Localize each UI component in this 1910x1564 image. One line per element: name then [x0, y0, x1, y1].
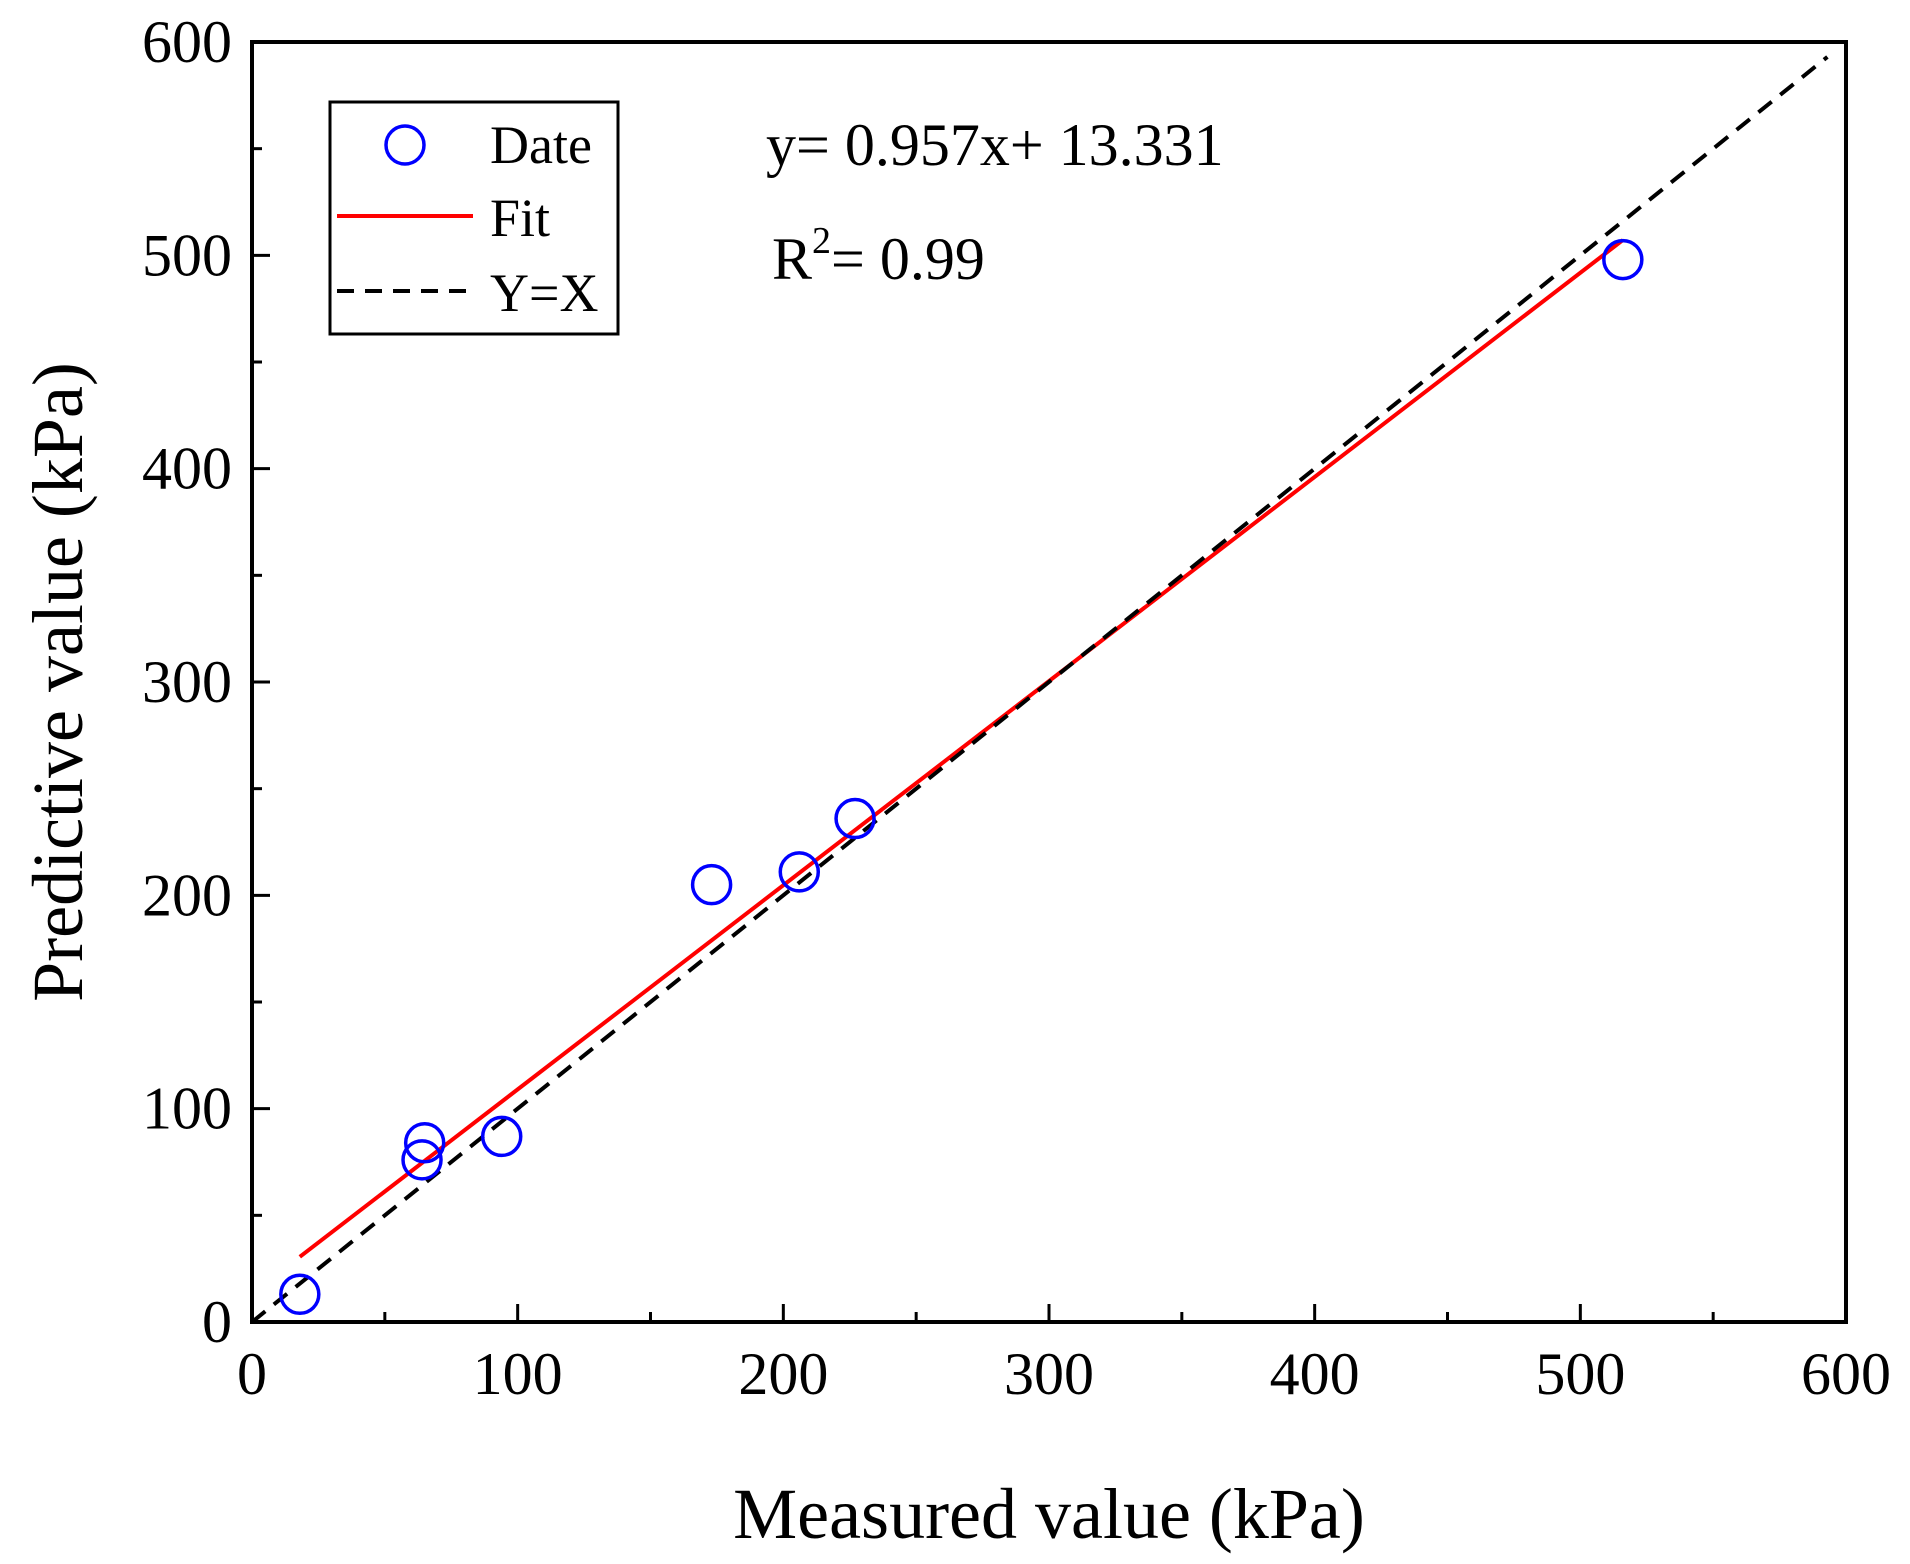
legend: Date Fit Y=X [328, 100, 620, 336]
y-tick-label: 100 [142, 1076, 232, 1142]
x-tick-label: 400 [1270, 1341, 1360, 1407]
fit-layer [298, 238, 1625, 1259]
x-axis-title: Measured value (kPa) [733, 1474, 1365, 1554]
data-point [690, 863, 733, 906]
data-point [834, 797, 876, 840]
legend-label-fit: Fit [490, 188, 550, 248]
points-layer [279, 238, 1644, 1316]
fit-line [298, 238, 1625, 1259]
x-tick-label: 0 [237, 1341, 267, 1407]
data-point [403, 1122, 446, 1164]
x-tick-label: 600 [1801, 1341, 1891, 1407]
data-point [279, 1273, 321, 1316]
y-tick-label: 600 [142, 9, 232, 75]
x-tick-label: 300 [1004, 1341, 1094, 1407]
data-point [480, 1115, 523, 1158]
r-squared: R2= 0.99 [772, 220, 985, 292]
y-tick-label: 200 [142, 862, 232, 928]
x-tick-label: 500 [1535, 1341, 1625, 1407]
y-tick-label: 0 [202, 1289, 232, 1355]
data-point [1602, 238, 1644, 281]
legend-label-identity: Y=X [490, 263, 598, 323]
identity-layer [250, 55, 1829, 1324]
legend-label-date: Date [490, 115, 592, 175]
x-axis: 0 100 200 300 400 500 600 [237, 1304, 1891, 1407]
x-tick-label: 100 [473, 1341, 563, 1407]
y-tick-label: 500 [142, 222, 232, 288]
fit-equation: y= 0.957x+ 13.331 [766, 112, 1224, 178]
plot-frame [250, 40, 1848, 1324]
data-point [401, 1139, 443, 1181]
y-tick-label: 400 [142, 436, 232, 502]
legend-marker-date [384, 124, 426, 166]
y-tick-label: 300 [142, 649, 232, 715]
identity-line [250, 55, 1829, 1324]
y-axis-title: Predictive value (kPa) [18, 362, 98, 1002]
x-tick-label: 200 [738, 1341, 828, 1407]
data-point [778, 851, 821, 893]
